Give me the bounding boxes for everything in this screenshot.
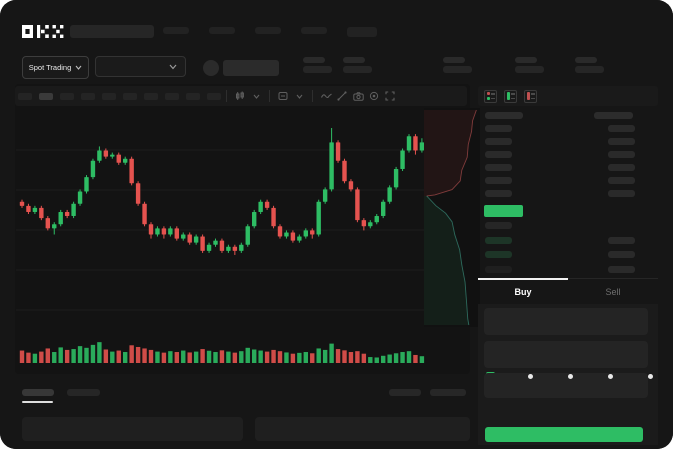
bottom-tab-placeholder[interactable] [22,389,54,396]
fullscreen-icon[interactable] [382,88,398,104]
slider-stop-dot[interactable] [647,374,653,380]
order-input-placeholder[interactable] [484,373,648,398]
order-input-placeholder[interactable] [484,308,648,335]
timeframe-pill[interactable] [207,92,221,100]
stat-value-placeholder [515,66,544,73]
search-bar-placeholder[interactable] [70,25,154,38]
chevron-down-icon [169,64,177,69]
toolbar-divider [269,90,270,102]
book-combined-icon[interactable] [484,89,497,103]
slider-stop-dot[interactable] [527,374,533,380]
okx-logo[interactable]: OKX [22,25,64,38]
chevron-down-icon[interactable] [248,88,264,104]
nav-item-placeholder[interactable] [301,27,327,34]
okx-logo-glyph [22,25,64,38]
bid-row-amount-placeholder[interactable] [608,251,635,258]
camera-icon[interactable] [350,88,366,104]
nav-item-placeholder[interactable] [163,27,189,34]
ask-row-amount-placeholder[interactable] [608,151,635,158]
ask-row-amount-placeholder[interactable] [608,125,635,132]
orderbook-col-header-price [485,112,523,119]
submit-order-button[interactable] [485,427,643,442]
toolbar-divider [312,90,313,102]
book-asks-icon[interactable] [524,89,537,103]
stat-value-placeholder [303,66,332,73]
orderbook-view-toggles [478,86,658,106]
ask-row-amount-placeholder[interactable] [608,164,635,171]
stat-label-placeholder [575,57,597,63]
stat-label-placeholder [343,57,365,63]
settings-gear-icon[interactable] [366,88,382,104]
ask-row-amount-placeholder[interactable] [608,138,635,145]
bid-row-price-placeholder[interactable] [485,236,512,244]
bid-row-price-placeholder[interactable] [485,251,512,258]
pair-selector[interactable] [95,56,186,77]
bid-row-amount-placeholder[interactable] [608,265,635,273]
bottom-action-placeholder[interactable] [430,389,466,396]
last-price-badge[interactable] [484,205,523,217]
chart-panel [15,84,470,374]
stat-label-placeholder [515,57,537,63]
stat-label-placeholder [443,57,465,63]
timeframe-pill[interactable] [102,92,116,100]
chevron-down-icon[interactable] [291,88,307,104]
slider-stop-dot[interactable] [567,374,573,380]
timeframe-pill[interactable] [39,92,53,100]
history-table-placeholder [255,417,470,441]
ask-row-price-placeholder[interactable] [485,190,512,197]
market-type-label: Spot Trading [28,63,72,72]
bottom-action-placeholder[interactable] [389,389,421,396]
chevron-down-icon [75,65,82,70]
indicator-wave-icon[interactable] [318,88,334,104]
timeframe-pill[interactable] [60,92,74,100]
timeframe-pill[interactable] [144,92,158,100]
bid-row-price-placeholder[interactable] [485,265,512,273]
market-type-selector[interactable]: Spot Trading [22,56,89,79]
timeframe-pills [18,92,221,100]
bid-row-price-placeholder[interactable] [485,222,512,229]
trade-side-tabs: Buy Sell [478,278,658,305]
toolbar-divider [226,90,227,102]
ask-row-price-placeholder[interactable] [485,164,512,171]
candle-type-icon[interactable] [232,88,248,104]
ask-row-price-placeholder[interactable] [485,151,512,158]
ask-row-amount-placeholder[interactable] [608,177,635,184]
stat-value-placeholder [443,66,472,73]
orderbook-col-header-amount [594,112,633,119]
stat-label-placeholder [303,57,325,63]
orders-table-placeholder [22,417,243,441]
bottom-active-tab-underline [22,401,53,403]
nav-item-placeholder[interactable] [255,27,281,34]
bid-row-amount-placeholder[interactable] [608,236,635,244]
tab-buy[interactable]: Buy [478,278,568,305]
ask-row-amount-placeholder[interactable] [608,190,635,197]
timeframe-pill[interactable] [81,92,95,100]
stat-value-placeholder [343,66,372,73]
nav-item-placeholder[interactable] [209,27,235,34]
timeframe-pill[interactable] [18,92,32,100]
order-input-placeholder[interactable] [484,341,648,368]
draw-line-icon[interactable] [334,88,350,104]
tab-sell[interactable]: Sell [605,287,621,297]
coin-avatar [203,60,219,76]
ask-row-price-placeholder[interactable] [485,125,512,132]
timeframe-pill[interactable] [186,92,200,100]
ask-row-price-placeholder[interactable] [485,177,512,184]
top-nav [163,27,377,37]
bottom-tab-placeholder[interactable] [67,389,100,396]
trade-form [478,304,658,445]
ask-row-price-placeholder[interactable] [485,138,512,145]
chart-toolbar [15,86,467,106]
nav-item-placeholder[interactable] [347,27,377,37]
timeframe-pill[interactable] [165,92,179,100]
interval-box-icon[interactable] [275,88,291,104]
stat-value-placeholder [575,66,604,73]
pair-name-placeholder [223,60,279,76]
slider-stop-dot[interactable] [607,374,613,380]
timeframe-pill[interactable] [123,92,137,100]
book-bids-icon[interactable] [504,89,517,103]
